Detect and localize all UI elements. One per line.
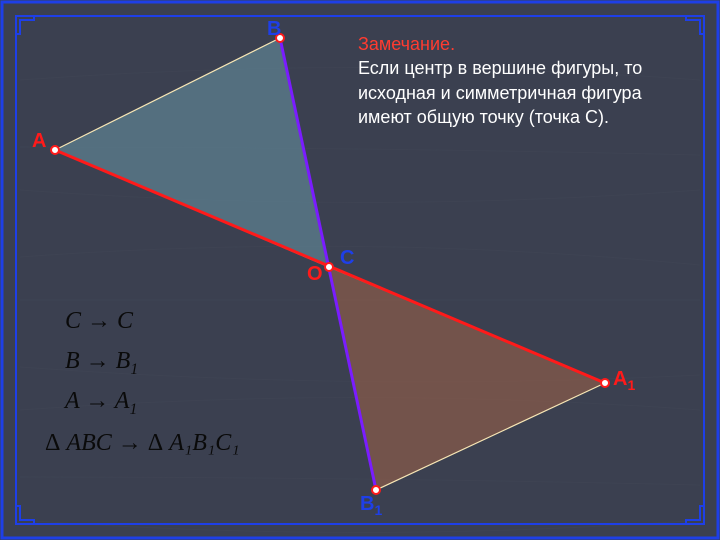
vertex-marker-a — [51, 146, 59, 154]
formula-row-1: B → B1 — [65, 348, 138, 379]
formula-row-2: A → A1 — [65, 388, 137, 419]
vertex-label-a1: А1 — [613, 368, 635, 393]
vertex-label-c: С — [340, 247, 354, 270]
vertex-label-b: В — [267, 18, 281, 41]
note-line-2: имеют общую точку (точка С). — [358, 107, 609, 127]
vertex-marker-a1 — [601, 379, 609, 387]
formula-row-0: C → C — [65, 308, 133, 335]
note-line-0: Если центр в вершине фигуры, то — [358, 58, 642, 78]
note-title: Замечание. — [358, 34, 455, 54]
vertex-label-a: А — [32, 130, 46, 153]
vertex-label-b1: В1 — [360, 493, 382, 518]
stage: Замечание. Если центр в вершине фигуры, … — [0, 0, 720, 540]
note-block: Замечание. Если центр в вершине фигуры, … — [358, 32, 642, 129]
vertex-marker-c — [325, 263, 333, 271]
note-line-1: исходная и симметричная фигура — [358, 83, 642, 103]
formula-row-3: Δ ABC → Δ A₁B₁C₁ — [45, 430, 240, 457]
vertex-label-o: О — [307, 263, 323, 286]
